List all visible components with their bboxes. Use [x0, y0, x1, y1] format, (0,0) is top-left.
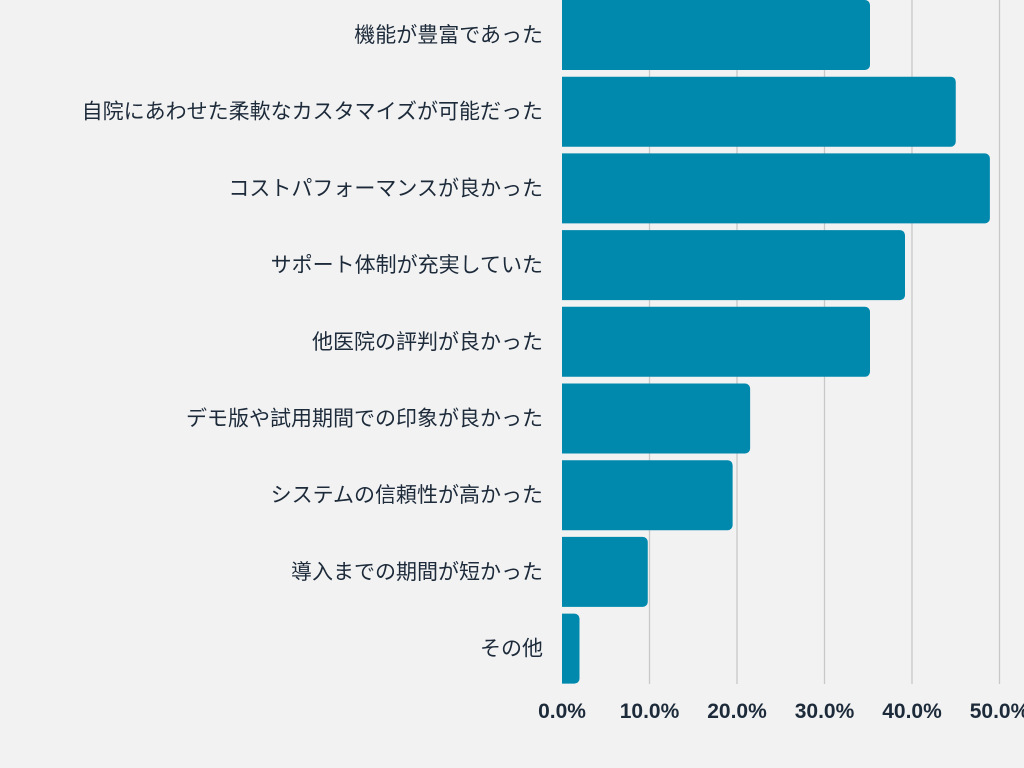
- x-tick-label: 20.0%: [707, 700, 767, 723]
- bar: [562, 0, 870, 70]
- category-label: その他: [480, 637, 543, 661]
- category-label: システムの信頼性が高かった: [271, 483, 543, 507]
- bar: [562, 230, 905, 301]
- bar: [562, 613, 580, 684]
- x-tick-label: 40.0%: [882, 700, 942, 723]
- bar: [562, 153, 990, 224]
- bar: [562, 460, 733, 531]
- category-label: 他医院の評判が良かった: [312, 330, 543, 354]
- x-tick-label: 10.0%: [620, 700, 680, 723]
- bar: [562, 536, 648, 607]
- x-tick-label: 30.0%: [795, 700, 855, 723]
- x-tick-label: 0.0%: [538, 700, 586, 723]
- category-label: コストパフォーマンスが良かった: [228, 176, 543, 200]
- bar: [562, 76, 956, 147]
- category-label: 導入までの期間が短かった: [291, 560, 543, 584]
- category-label: 自院にあわせた柔軟なカスタマイズが可能だった: [82, 100, 543, 124]
- x-tick-label: 50.0%: [970, 700, 1024, 723]
- category-label: デモ版や試用期間での印象が良かった: [186, 407, 543, 431]
- bar: [562, 383, 751, 454]
- category-label: サポート体制が充実していた: [271, 253, 543, 277]
- category-label: 機能が豊富であった: [354, 23, 543, 47]
- bar: [562, 306, 870, 377]
